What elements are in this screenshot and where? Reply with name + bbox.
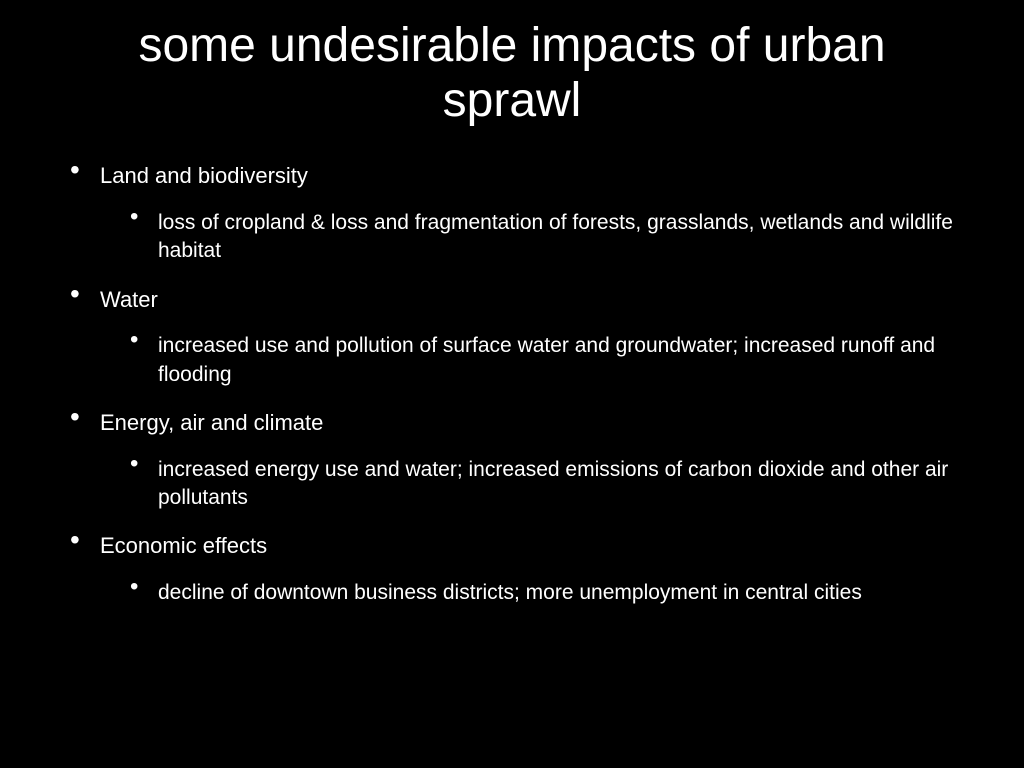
sub-list-item: increased use and pollution of surface w… (130, 332, 984, 389)
sub-list-item-label: increased energy use and water; increase… (158, 456, 984, 513)
sub-list: loss of cropland & loss and fragmentatio… (100, 209, 984, 266)
bullet-list: Land and biodiversity loss of cropland &… (40, 162, 984, 607)
list-item: Economic effects decline of downtown bus… (70, 532, 984, 607)
list-item-label: Economic effects (100, 532, 984, 561)
list-item: Energy, air and climate increased energy… (70, 409, 984, 512)
sub-list-item-label: loss of cropland & loss and fragmentatio… (158, 209, 984, 266)
list-item-label: Energy, air and climate (100, 409, 984, 438)
sub-list-item-label: decline of downtown business districts; … (158, 579, 984, 607)
sub-list-item: loss of cropland & loss and fragmentatio… (130, 209, 984, 266)
sub-list: increased energy use and water; increase… (100, 456, 984, 513)
list-item-label: Water (100, 286, 984, 315)
sub-list-item: decline of downtown business districts; … (130, 579, 984, 607)
slide-title: some undesirable impacts of urban sprawl (40, 18, 984, 128)
slide: some undesirable impacts of urban sprawl… (0, 0, 1024, 768)
sub-list: increased use and pollution of surface w… (100, 332, 984, 389)
sub-list: decline of downtown business districts; … (100, 579, 984, 607)
sub-list-item-label: increased use and pollution of surface w… (158, 332, 984, 389)
list-item-label: Land and biodiversity (100, 162, 984, 191)
list-item: Land and biodiversity loss of cropland &… (70, 162, 984, 265)
list-item: Water increased use and pollution of sur… (70, 286, 984, 389)
sub-list-item: increased energy use and water; increase… (130, 456, 984, 513)
